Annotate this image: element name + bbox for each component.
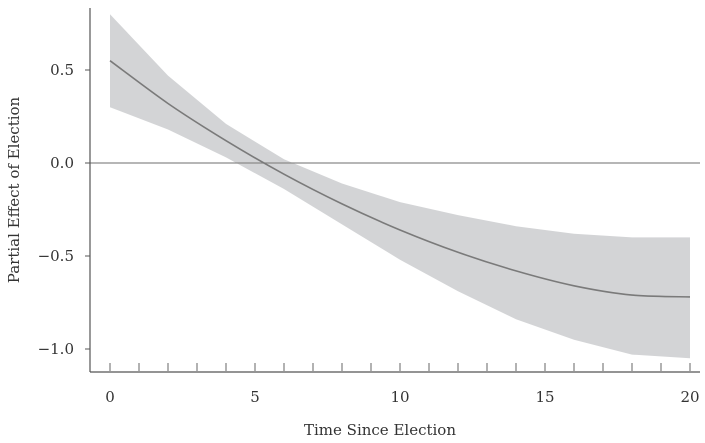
y-tick-label: −0.5 xyxy=(38,247,74,265)
y-ticks: 0.5 0.0 −0.5 −1.0 xyxy=(38,61,90,358)
y-tick-label: 0.5 xyxy=(50,61,74,79)
x-rug xyxy=(109,363,691,371)
confidence-band xyxy=(110,14,690,359)
confidence-band-group xyxy=(110,14,690,359)
y-tick-label: −1.0 xyxy=(38,340,74,358)
x-axis-title: Time Since Election xyxy=(304,421,456,439)
x-tick-label: 5 xyxy=(250,388,260,406)
x-tick-label: 20 xyxy=(680,388,699,406)
series-line xyxy=(109,60,691,298)
x-ticks: 0 5 10 15 20 xyxy=(105,388,699,406)
x-tick-label: 10 xyxy=(390,388,409,406)
y-tick-label: 0.0 xyxy=(50,154,74,172)
x-tick-label: 0 xyxy=(105,388,115,406)
y-axis-title: Partial Effect of Election xyxy=(5,96,23,283)
x-tick-label: 15 xyxy=(535,388,554,406)
